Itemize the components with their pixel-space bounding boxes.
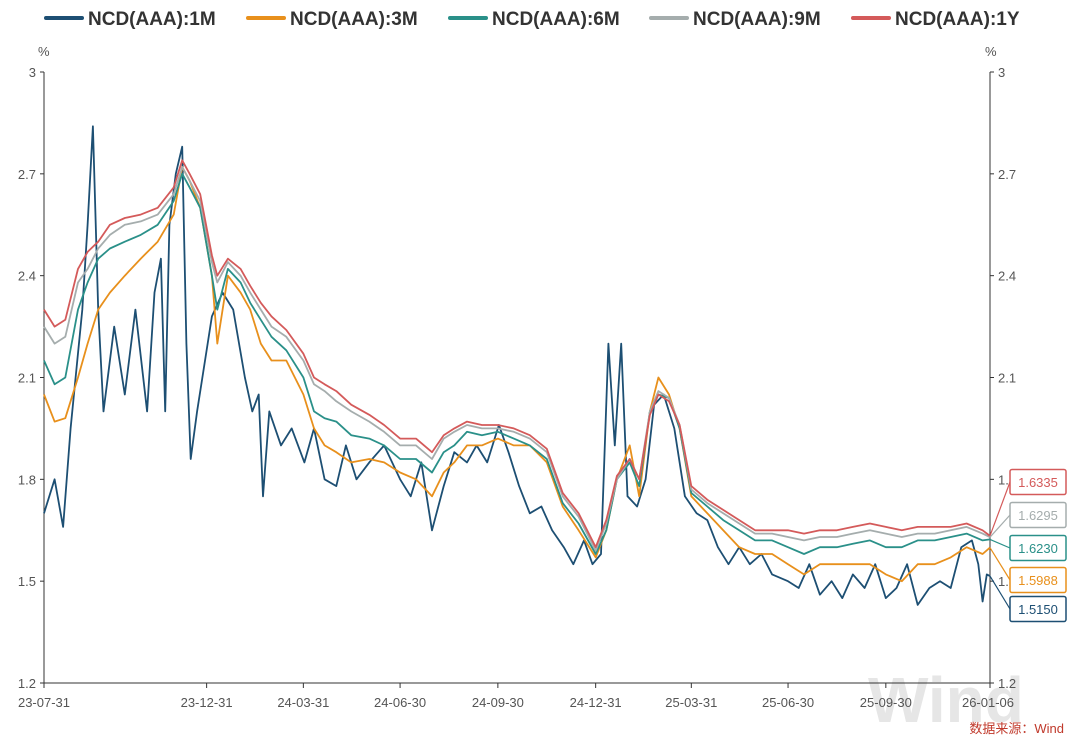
y-tick-label-left: 1.8 bbox=[18, 472, 36, 487]
y-tick-label-right: 3 bbox=[998, 65, 1005, 80]
y-tick-label-right: 2.1 bbox=[998, 371, 1016, 386]
y-tick-label-left: 1.2 bbox=[18, 676, 36, 691]
y-tick-label-left: 2.7 bbox=[18, 167, 36, 182]
x-tick-label: 24-06-30 bbox=[374, 695, 426, 710]
end-label-box bbox=[1009, 595, 1067, 623]
y-tick-label-right: 2.7 bbox=[998, 167, 1016, 182]
x-tick-label: 25-09-30 bbox=[860, 695, 912, 710]
end-value-label: 1.6295 bbox=[1018, 508, 1058, 523]
x-tick-label: 25-06-30 bbox=[762, 695, 814, 710]
watermark: Wind bbox=[868, 664, 1024, 736]
y-tick-label-left: 3 bbox=[29, 65, 36, 80]
left-axis-unit: % bbox=[38, 44, 50, 59]
series-line bbox=[43, 166, 991, 583]
end-label-box bbox=[1009, 534, 1067, 562]
legend-item[interactable]: NCD(AAA):1Y bbox=[851, 9, 1020, 30]
end-value-label: 1.6230 bbox=[1018, 541, 1058, 556]
end-value-labels: 1.6335 1.6295 1.6230 1.5988 1.5150 bbox=[989, 468, 1067, 623]
x-tick-label: 26-01-06 bbox=[962, 695, 1014, 710]
x-tick-label: 24-03-31 bbox=[277, 695, 329, 710]
x-tick-label: 24-12-31 bbox=[570, 695, 622, 710]
end-label-box bbox=[1009, 468, 1067, 496]
y-tick-label-left: 2.4 bbox=[18, 269, 36, 284]
source-note: 数据来源：Wind bbox=[969, 721, 1064, 736]
end-label-box bbox=[1009, 501, 1067, 529]
end-label-leader bbox=[989, 575, 1011, 610]
end-label-leader bbox=[989, 481, 1011, 537]
x-tick-label: 24-09-30 bbox=[472, 695, 524, 710]
end-label-box bbox=[1009, 566, 1067, 594]
series-line bbox=[43, 125, 991, 606]
legend-item[interactable]: NCD(AAA):6M bbox=[448, 9, 620, 30]
legend-item[interactable]: NCD(AAA):1M bbox=[44, 9, 216, 30]
legend-label: NCD(AAA):1M bbox=[88, 9, 216, 30]
legend-label: NCD(AAA):6M bbox=[492, 9, 620, 30]
axes: 1.2 1.21.5 1.51.8 1.82.1 2.12.4 2.42.7 2.73 323… bbox=[18, 65, 1016, 710]
series-line bbox=[43, 159, 991, 549]
legend-label: NCD(AAA):9M bbox=[693, 9, 821, 30]
x-tick-label: 25-03-31 bbox=[665, 695, 717, 710]
x-tick-label: 23-12-31 bbox=[181, 695, 233, 710]
end-label-leader bbox=[989, 547, 1011, 581]
end-label-leader bbox=[989, 538, 1011, 549]
y-tick-label-left: 2.1 bbox=[18, 371, 36, 386]
series-layer bbox=[43, 125, 991, 606]
y-tick-label-right: 2.4 bbox=[998, 269, 1016, 284]
legend-item[interactable]: NCD(AAA):3M bbox=[246, 9, 418, 30]
x-tick-label: 23-07-31 bbox=[18, 695, 70, 710]
y-tick-label-left: 1.5 bbox=[18, 574, 36, 589]
legend[interactable]: NCD(AAA):1M NCD(AAA):3M NCD(AAA):6M NCD(AAA… bbox=[44, 9, 1020, 30]
end-value-label: 1.6335 bbox=[1018, 475, 1058, 490]
end-value-label: 1.5988 bbox=[1018, 573, 1058, 588]
legend-label: NCD(AAA):1Y bbox=[895, 9, 1020, 30]
series-line bbox=[43, 166, 991, 552]
right-axis-unit: % bbox=[985, 44, 997, 59]
series-line bbox=[43, 172, 991, 555]
end-value-label: 1.5150 bbox=[1018, 602, 1058, 617]
end-label-leader bbox=[989, 514, 1011, 538]
legend-label: NCD(AAA):3M bbox=[290, 9, 418, 30]
y-tick-label-right: 1.2 bbox=[998, 676, 1016, 691]
legend-item[interactable]: NCD(AAA):9M bbox=[649, 9, 821, 30]
